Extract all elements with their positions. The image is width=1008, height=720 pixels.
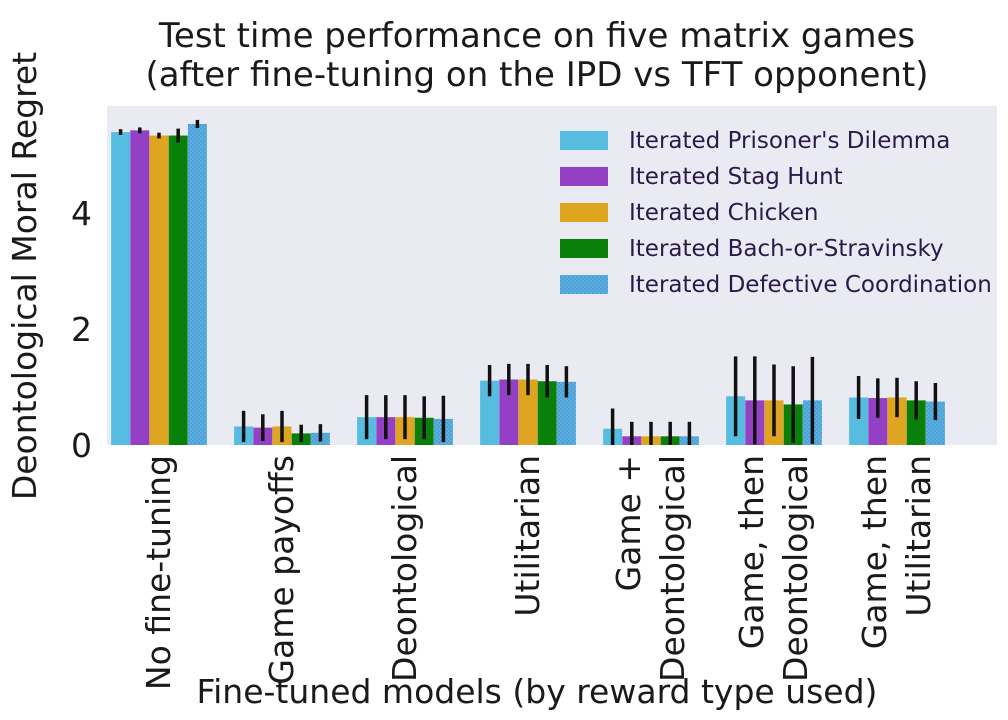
- legend-label-iterated-bach-or-stravinsky: Iterated Bach-or-Stravinsky: [629, 236, 944, 262]
- x-tick-label: Game, then: [732, 455, 771, 649]
- chart-title-line-2: (after fine-tuning on the IPD vs TFT opp…: [145, 55, 928, 95]
- bar-iterated-defective-coordination-utilitarian: [556, 381, 576, 445]
- bar-iterated-chicken-game-then-utilitarian: [887, 397, 907, 445]
- bar-iterated-chicken-utilitarian: [518, 379, 538, 445]
- x-tick-label: Utilitarian: [508, 455, 547, 617]
- bar-iterated-prisoner-s-dilemma-no-fine-tuning: [111, 132, 131, 445]
- y-tick-label: 4: [71, 194, 92, 233]
- legend: Iterated Prisoner's Dilemma Iterated Stag…: [560, 128, 992, 298]
- legend-label-iterated-defective-coordination: Iterated Defective Coordination: [629, 272, 992, 298]
- x-tick-label: Utilitarian: [899, 455, 938, 617]
- bar-iterated-defective-coordination-game-then-utilitarian: [925, 401, 945, 445]
- legend-label-iterated-chicken: Iterated Chicken: [629, 200, 818, 226]
- x-tick-label: Deontological: [385, 455, 424, 682]
- y-ticks-group: 0 2 4: [71, 194, 92, 465]
- bar-iterated-chicken-no-fine-tuning: [149, 135, 169, 446]
- bar-iterated-stag-hunt-game-then-utilitarian: [868, 398, 888, 445]
- y-axis-label: Deontological Moral Regret: [5, 52, 44, 500]
- x-ticks-group: No fine-tuning Game payoffs Deontological U…: [139, 455, 938, 690]
- bar-iterated-prisoner-s-dilemma-utilitarian: [480, 380, 500, 445]
- x-tick-label: Deontological: [776, 455, 815, 682]
- y-tick-label: 0: [71, 426, 92, 465]
- x-tick-label: Deontological: [653, 455, 692, 682]
- legend-swatch-iterated-defective-coordination: [560, 275, 608, 294]
- legend-swatch-iterated-chicken: [560, 203, 608, 222]
- legend-swatch-iterated-bach-or-stravinsky: [560, 239, 608, 258]
- x-tick-label: Game +: [609, 455, 648, 591]
- legend-label-iterated-prisoner-s-dilemma: Iterated Prisoner's Dilemma: [629, 128, 950, 154]
- bar-iterated-stag-hunt-utilitarian: [499, 379, 519, 445]
- x-tick-label: Game payoffs: [262, 455, 301, 685]
- legend-label-iterated-stag-hunt: Iterated Stag Hunt: [629, 164, 843, 190]
- bar-iterated-prisoner-s-dilemma-game-then-utilitarian: [849, 397, 869, 445]
- legend-swatch-iterated-stag-hunt: [560, 167, 608, 186]
- bar-iterated-bach-or-stravinsky-utilitarian: [537, 381, 557, 445]
- legend-swatch-iterated-prisoner-s-dilemma: [560, 131, 608, 150]
- y-tick-label: 2: [71, 310, 92, 349]
- chart-title-line-1: Test time performance on five matrix gam…: [158, 16, 915, 56]
- x-axis-label: Fine-tuned models (by reward type used): [197, 672, 878, 711]
- bar-iterated-bach-or-stravinsky-game-then-utilitarian: [906, 400, 926, 445]
- bar-iterated-bach-or-stravinsky-no-fine-tuning: [168, 135, 188, 446]
- bar-iterated-defective-coordination-no-fine-tuning: [187, 123, 207, 446]
- bar-iterated-stag-hunt-no-fine-tuning: [130, 130, 150, 445]
- errorbars-group: [118, 119, 938, 445]
- x-tick-label: Game, then: [855, 455, 894, 649]
- x-tick-label: No fine-tuning: [139, 455, 178, 690]
